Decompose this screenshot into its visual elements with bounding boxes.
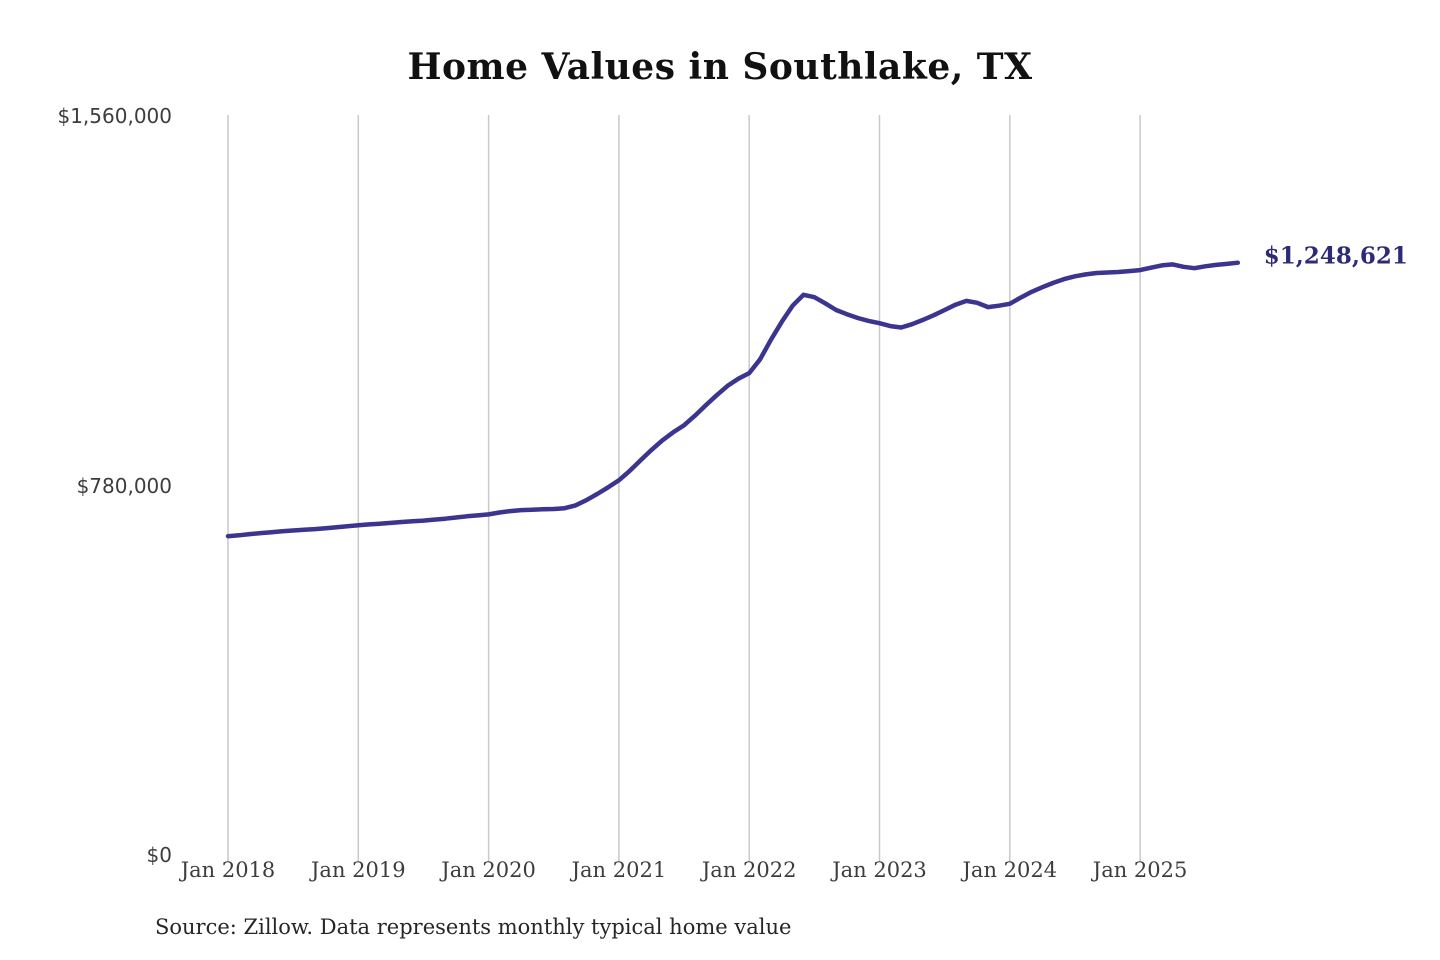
latest-value-annotation: $1,248,621 — [1263, 242, 1408, 270]
y-axis-tick-label-max: $1,560,000 — [57, 104, 172, 128]
y-axis-tick-label-mid: $780,000 — [76, 474, 172, 498]
chart-title: Home Values in Southlake, TX — [407, 46, 1033, 88]
home-value-line — [225, 260, 1241, 539]
source-note: Source: Zillow. Data represents monthly … — [155, 915, 792, 939]
y-axis-tick-label-zero: $0 — [146, 843, 172, 867]
